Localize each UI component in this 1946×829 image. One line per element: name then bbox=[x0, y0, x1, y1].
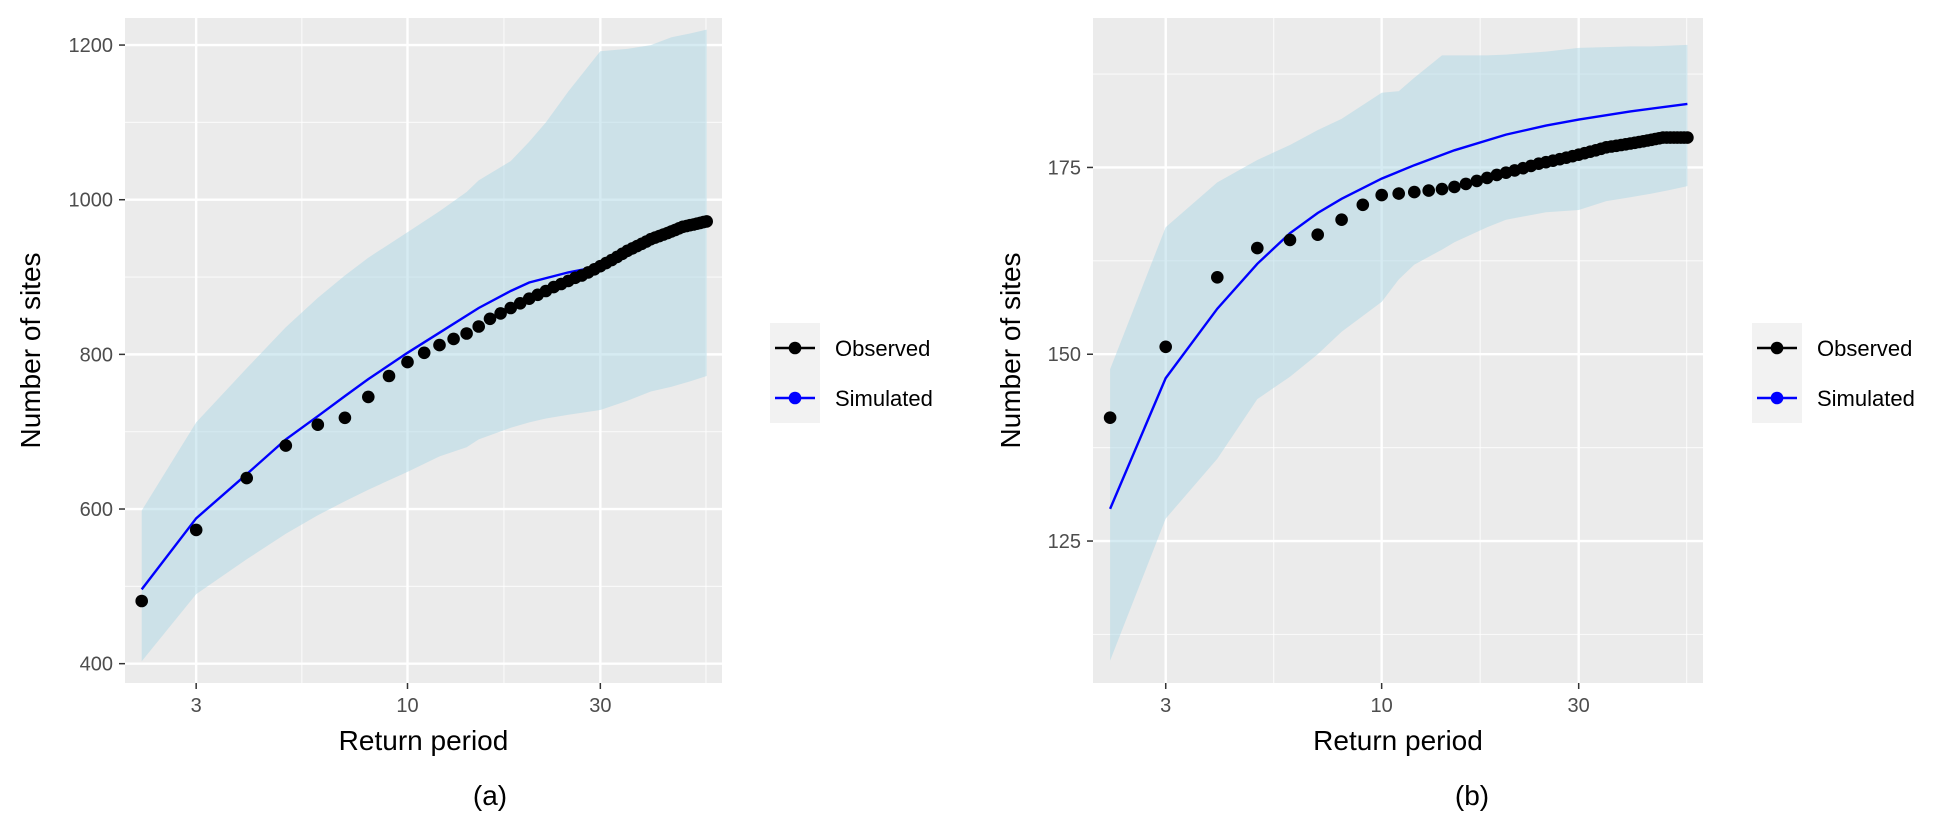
observed-point bbox=[382, 369, 396, 383]
legend-observed-point bbox=[1770, 341, 1784, 355]
y-tick-label: 1000 bbox=[69, 190, 114, 212]
observed-point bbox=[1435, 182, 1449, 196]
y-tick-label: 175 bbox=[1048, 157, 1081, 179]
x-tick-label: 30 bbox=[1568, 695, 1590, 717]
observed-point bbox=[1103, 411, 1117, 425]
legend-label-observed: Observed bbox=[835, 336, 930, 361]
panel-label: (b) bbox=[1455, 780, 1489, 811]
observed-point bbox=[460, 327, 473, 340]
observed-point bbox=[483, 312, 497, 326]
y-tick-label: 150 bbox=[1048, 344, 1081, 366]
observed-point bbox=[240, 471, 253, 485]
observed-point bbox=[1311, 228, 1324, 241]
y-axis-title: Number of sites bbox=[15, 252, 46, 448]
observed-point bbox=[504, 301, 517, 315]
x-axis-title: Return period bbox=[1313, 725, 1483, 756]
observed-point bbox=[417, 346, 431, 360]
confidence-ribbon bbox=[141, 29, 707, 662]
x-tick-label: 30 bbox=[589, 695, 611, 717]
y-axis-title: Number of sites bbox=[995, 252, 1026, 448]
observed-point bbox=[1392, 187, 1405, 200]
x-tick-label: 3 bbox=[1160, 695, 1171, 717]
chart-panel-b: 3 10 30 125 150 175 Return period Number of sit… bbox=[995, 18, 1915, 811]
y-tick-label: 600 bbox=[80, 499, 113, 521]
observed-point bbox=[1408, 185, 1421, 199]
observed-point bbox=[1480, 171, 1494, 185]
observed-point bbox=[401, 355, 414, 369]
legend-label-simulated: Simulated bbox=[1817, 386, 1915, 411]
simulated-series-line bbox=[1108, 102, 1688, 510]
x-axis-title: Return period bbox=[339, 725, 509, 756]
observed-point bbox=[447, 332, 460, 346]
x-tick-label: 10 bbox=[396, 695, 418, 717]
x-tick-label: 10 bbox=[1371, 695, 1393, 717]
legend-simulated-point bbox=[1770, 391, 1784, 405]
y-tick-label: 125 bbox=[1048, 531, 1081, 553]
observed-point bbox=[362, 390, 375, 404]
observed-point bbox=[1211, 271, 1224, 284]
observed-point bbox=[472, 320, 486, 333]
panel-label: (a) bbox=[473, 780, 507, 811]
legend: Observed Simulated bbox=[770, 323, 933, 423]
observed-point bbox=[1448, 180, 1461, 194]
observed-point bbox=[1335, 213, 1348, 226]
legend-key-background bbox=[1752, 323, 1802, 423]
y-tick-label: 400 bbox=[80, 654, 113, 676]
simulated-series-line bbox=[140, 265, 601, 591]
observed-point bbox=[1375, 188, 1388, 202]
observed-point bbox=[279, 439, 293, 452]
legend-key-background bbox=[770, 323, 820, 423]
observed-point bbox=[700, 215, 713, 228]
observed-point bbox=[1283, 233, 1297, 247]
observed-point bbox=[494, 307, 507, 320]
y-tick-label: 800 bbox=[80, 344, 113, 366]
chart-panel-a: 3 10 30 400 600 800 1000 1200 Return period Numbe… bbox=[15, 18, 933, 811]
observed-point bbox=[338, 411, 352, 425]
observed-point bbox=[1159, 340, 1172, 354]
observed-point bbox=[1459, 177, 1473, 191]
observed-point bbox=[1681, 131, 1694, 144]
observed-point bbox=[311, 418, 325, 432]
observed-point bbox=[1251, 241, 1264, 255]
legend-label-simulated: Simulated bbox=[835, 386, 933, 411]
observed-point bbox=[1422, 184, 1435, 197]
observed-point bbox=[433, 338, 446, 352]
legend-observed-point bbox=[788, 341, 802, 355]
legend: Observed Simulated bbox=[1752, 323, 1915, 423]
y-tick-label: 1200 bbox=[69, 35, 114, 57]
legend-simulated-point bbox=[788, 391, 802, 405]
legend-label-observed: Observed bbox=[1817, 336, 1912, 361]
observed-point bbox=[135, 594, 148, 608]
observed-point bbox=[189, 523, 203, 537]
confidence-ribbon bbox=[1110, 44, 1688, 661]
x-tick-label: 3 bbox=[191, 695, 202, 717]
observed-point bbox=[1470, 174, 1484, 188]
observed-point bbox=[1356, 198, 1370, 212]
